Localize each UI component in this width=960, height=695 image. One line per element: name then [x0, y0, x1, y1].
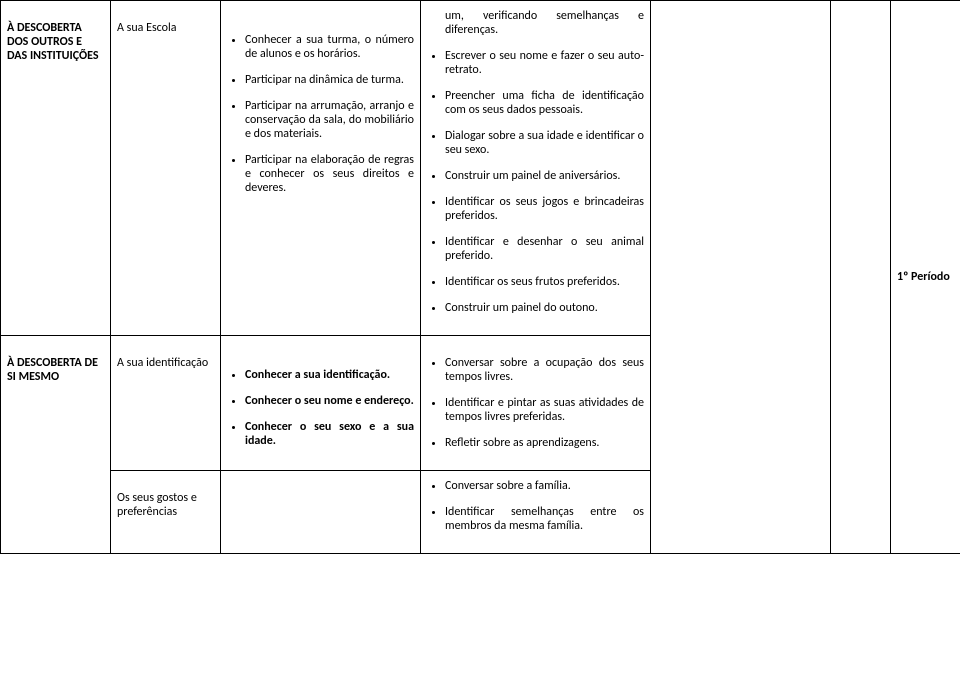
cell-subtopic: A sua Escola [111, 1, 221, 336]
list-item: Conhecer a sua identificação. [245, 368, 414, 382]
list-item: Participar na dinâmica de turma. [245, 73, 414, 87]
list-item: Identificar semelhanças entre os membros… [445, 505, 644, 533]
cell-empty-5 [651, 1, 831, 554]
cell-subtopic: Os seus gostos e preferências [111, 471, 221, 554]
list-item: Conversar sobre a ocupação dos seus temp… [445, 356, 644, 384]
list-item: Identificar os seus jogos e brincadeiras… [445, 195, 644, 223]
cell-empty-6 [831, 1, 891, 554]
list-item: Identificar e desenhar o seu animal pref… [445, 235, 644, 263]
list-item: Participar na elaboração de regras e con… [245, 153, 414, 195]
list-item: Participar na arrumação, arranjo e conse… [245, 99, 414, 141]
cell-topic: À DESCOBERTA DOS OUTROS E DAS INSTITUIÇÕ… [1, 1, 111, 336]
list-item: Construir um painel do outono. [445, 301, 644, 315]
period-text: 1º Período [897, 270, 950, 284]
list-item: Conhecer o seu nome e endereço. [245, 394, 414, 408]
list-item: Preencher uma ficha de identificação com… [445, 89, 644, 117]
objectives-list: Conhecer a sua identificação. Conhecer o… [227, 368, 414, 448]
cell-topic: À DESCOBERTA DE SI MESMO [1, 336, 111, 554]
list-item: Dialogar sobre a sua idade e identificar… [445, 129, 644, 157]
cell-activities: Conversar sobre a ocupação dos seus temp… [421, 336, 651, 471]
subtopic-text: Os seus gostos e preferências [117, 491, 197, 519]
topic-text: À DESCOBERTA DE SI MESMO [7, 356, 98, 384]
cell-objectives: Conhecer a sua identificação. Conhecer o… [221, 336, 421, 471]
activities-list: Conversar sobre a família. Identificar s… [427, 479, 644, 533]
subtopic-text: A sua Escola [117, 21, 176, 35]
cell-subtopic: A sua identificação [111, 336, 221, 471]
list-item: Identificar e pintar as suas atividades … [445, 396, 644, 424]
list-item: Conversar sobre a família. [445, 479, 644, 493]
list-item: Construir um painel de aniversários. [445, 169, 644, 183]
subtopic-text: A sua identificação [117, 356, 208, 370]
cell-activities: Conversar sobre a família. Identificar s… [421, 471, 651, 554]
curriculum-table: À DESCOBERTA DOS OUTROS E DAS INSTITUIÇÕ… [0, 0, 960, 554]
list-item: Refletir sobre as aprendizagens. [445, 436, 644, 450]
list-item: Conhecer o seu sexo e a sua idade. [245, 420, 414, 448]
cell-objectives [221, 471, 421, 554]
cell-activities: um, verificando semelhanças e diferenças… [421, 1, 651, 336]
activities-list: Conversar sobre a ocupação dos seus temp… [427, 356, 644, 450]
list-item: um, verificando semelhanças e diferenças… [427, 9, 644, 37]
objectives-list: Conhecer a sua turma, o número de alunos… [227, 33, 414, 195]
activities-list: um, verificando semelhanças e diferenças… [427, 9, 644, 315]
topic-text: À DESCOBERTA DOS OUTROS E DAS INSTITUIÇÕ… [7, 21, 99, 63]
cell-period: 1º Período [891, 1, 960, 554]
list-item: Conhecer a sua turma, o número de alunos… [245, 33, 414, 61]
list-item: Identificar os seus frutos preferidos. [445, 275, 644, 289]
cell-objectives: Conhecer a sua turma, o número de alunos… [221, 1, 421, 336]
table-row: À DESCOBERTA DOS OUTROS E DAS INSTITUIÇÕ… [1, 1, 960, 336]
list-item: Escrever o seu nome e fazer o seu auto-r… [445, 49, 644, 77]
